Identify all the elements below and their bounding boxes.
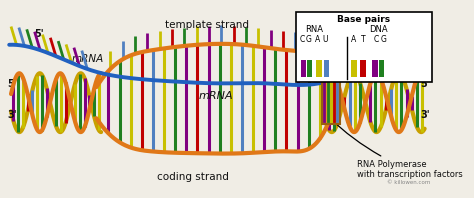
Bar — [322, 70, 340, 124]
Text: RNA: RNA — [305, 25, 323, 34]
Text: 5': 5' — [421, 79, 430, 89]
Bar — [324, 60, 329, 77]
Bar — [296, 12, 432, 82]
Bar — [316, 60, 322, 77]
Text: G: G — [306, 35, 312, 44]
Bar — [351, 60, 356, 77]
Text: T: T — [361, 35, 365, 44]
Bar — [301, 60, 306, 77]
Text: mRNA: mRNA — [199, 91, 233, 101]
Text: U: U — [323, 35, 328, 44]
Bar — [379, 60, 384, 77]
Text: C: C — [300, 35, 305, 44]
Text: DNA: DNA — [369, 25, 388, 34]
Bar — [372, 60, 378, 77]
Text: 5': 5' — [34, 29, 44, 39]
Text: RNA Polymerase
with transcription factors: RNA Polymerase with transcription factor… — [329, 118, 462, 179]
Text: 3': 3' — [421, 110, 430, 120]
Text: C: C — [374, 35, 379, 44]
Text: mRNA: mRNA — [71, 54, 103, 64]
Bar — [360, 60, 366, 77]
Text: A: A — [315, 35, 320, 44]
Bar — [307, 60, 312, 77]
Text: template strand: template strand — [165, 20, 249, 30]
Text: A: A — [351, 35, 356, 44]
Text: 5': 5' — [7, 79, 17, 89]
Text: Base pairs: Base pairs — [337, 15, 391, 25]
Text: coding strand: coding strand — [157, 172, 229, 182]
Text: G: G — [380, 35, 386, 44]
Text: 3': 3' — [7, 110, 17, 120]
Text: © killowen.com: © killowen.com — [387, 180, 430, 185]
